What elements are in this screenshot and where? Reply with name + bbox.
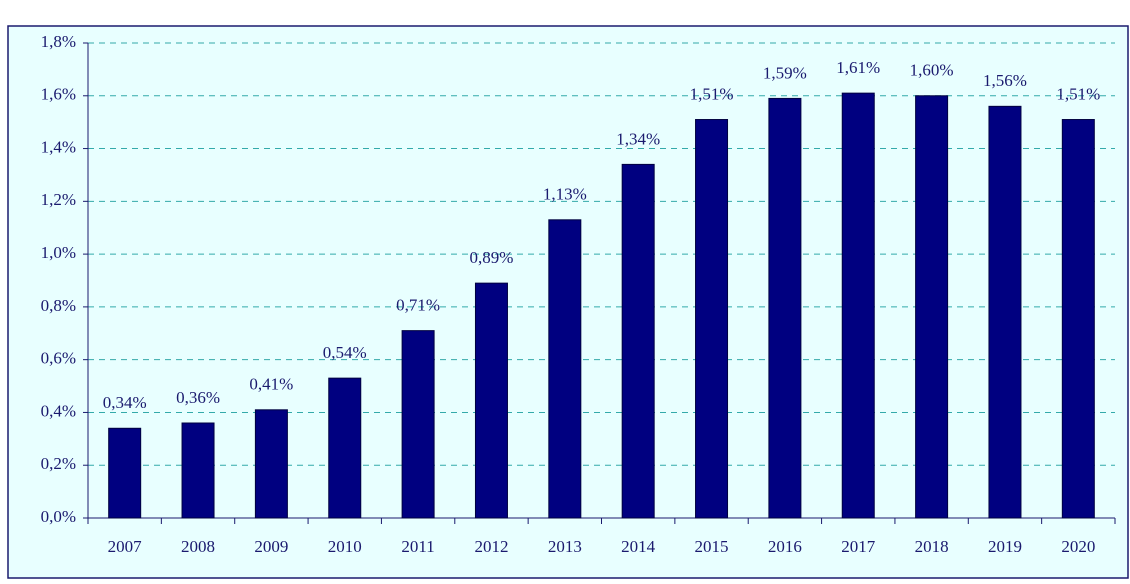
y-tick-label: 1,2% bbox=[41, 190, 76, 209]
x-tick-label: 2015 bbox=[695, 537, 729, 556]
x-tick-label: 2014 bbox=[621, 537, 656, 556]
data-label: 0,34% bbox=[103, 393, 147, 412]
bar bbox=[254, 409, 288, 519]
data-label: 1,56% bbox=[983, 71, 1027, 90]
data-label: 0,54% bbox=[323, 343, 367, 362]
bar bbox=[108, 427, 142, 519]
data-label: 0,36% bbox=[176, 388, 220, 407]
data-label: 1,60% bbox=[910, 61, 954, 80]
x-tick-label: 2012 bbox=[474, 537, 508, 556]
x-tick-label: 2011 bbox=[401, 537, 434, 556]
x-tick-label: 2013 bbox=[548, 537, 582, 556]
x-tick-label: 2019 bbox=[988, 537, 1022, 556]
bar bbox=[768, 97, 802, 519]
data-label: 1,51% bbox=[690, 84, 734, 103]
y-tick-label: 0,0% bbox=[41, 507, 76, 526]
data-label: 0,89% bbox=[470, 248, 514, 267]
y-tick-label: 1,8% bbox=[41, 32, 76, 51]
data-label: 1,13% bbox=[543, 185, 587, 204]
bar bbox=[621, 163, 655, 519]
bar bbox=[548, 219, 582, 519]
bar bbox=[181, 422, 215, 519]
data-label: 1,59% bbox=[763, 63, 807, 82]
x-tick-label: 2007 bbox=[108, 537, 143, 556]
x-tick-label: 2020 bbox=[1061, 537, 1095, 556]
y-tick-label: 1,4% bbox=[41, 137, 76, 156]
bar bbox=[695, 119, 729, 519]
bar bbox=[401, 330, 435, 519]
bar bbox=[915, 95, 949, 519]
y-tick-label: 0,4% bbox=[41, 401, 76, 420]
data-label: 1,61% bbox=[836, 58, 880, 77]
y-tick-label: 0,6% bbox=[41, 349, 76, 368]
x-tick-label: 2008 bbox=[181, 537, 215, 556]
data-label: 1,34% bbox=[616, 129, 660, 148]
bar bbox=[328, 377, 362, 519]
x-tick-label: 2018 bbox=[915, 537, 949, 556]
data-label: 1,51% bbox=[1056, 84, 1100, 103]
y-tick-label: 0,2% bbox=[41, 454, 76, 473]
x-tick-label: 2009 bbox=[254, 537, 288, 556]
bar bbox=[988, 105, 1022, 519]
bar bbox=[841, 92, 875, 519]
y-tick-label: 1,0% bbox=[41, 243, 76, 262]
bar bbox=[1061, 119, 1095, 519]
data-label: 0,41% bbox=[249, 375, 293, 394]
data-label: 0,71% bbox=[396, 296, 440, 315]
x-tick-label: 2017 bbox=[841, 537, 876, 556]
x-tick-label: 2016 bbox=[768, 537, 802, 556]
y-tick-label: 0,8% bbox=[41, 296, 76, 315]
bar bbox=[474, 282, 508, 519]
x-tick-label: 2010 bbox=[328, 537, 362, 556]
y-tick-label: 1,6% bbox=[41, 85, 76, 104]
